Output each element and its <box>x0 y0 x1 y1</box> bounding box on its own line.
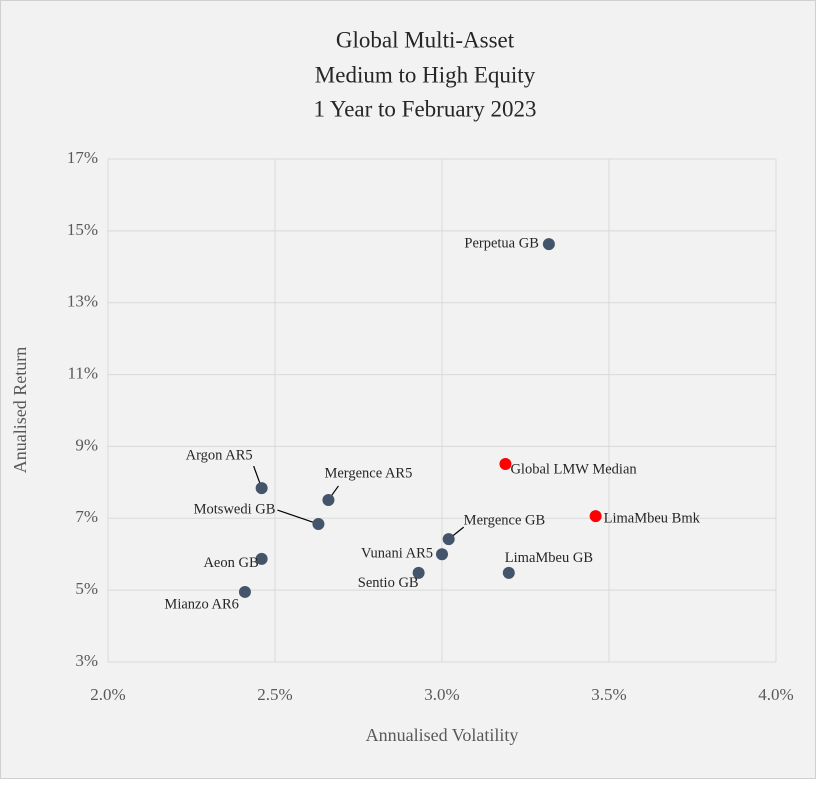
data-point <box>589 510 602 523</box>
y-tick-label: 5% <box>75 579 98 598</box>
chart-title: Medium to High Equity <box>315 62 536 87</box>
data-point <box>442 533 455 546</box>
y-tick-label: 15% <box>67 220 98 239</box>
chart-title: Global Multi-Asset <box>336 27 515 52</box>
data-point <box>312 518 325 531</box>
point-label: LimaMbeu Bmk <box>604 510 701 526</box>
x-tick-label: 2.0% <box>90 685 125 704</box>
point-label: Global LMW Median <box>510 461 637 477</box>
point-label: Sentio GB <box>358 575 419 591</box>
point-label: Mergence GB <box>464 512 545 528</box>
y-tick-label: 3% <box>75 651 98 670</box>
x-tick-label: 2.5% <box>257 685 292 704</box>
data-point <box>502 566 515 579</box>
y-axis-title: Anualised Return <box>10 347 30 473</box>
x-tick-label: 4.0% <box>758 685 793 704</box>
y-tick-label: 11% <box>67 363 98 382</box>
point-label: Perpetua GB <box>464 235 539 251</box>
y-tick-label: 7% <box>75 507 98 526</box>
data-point <box>322 493 335 506</box>
data-point <box>255 552 268 565</box>
point-label: Vunani AR5 <box>361 546 433 562</box>
leader-line <box>277 509 319 525</box>
point-label: Argon AR5 <box>186 447 253 463</box>
data-point <box>499 458 512 471</box>
y-tick-label: 13% <box>67 292 98 311</box>
point-label: Mergence AR5 <box>324 465 412 481</box>
y-tick-label: 9% <box>75 435 98 454</box>
data-point <box>255 482 268 495</box>
data-point <box>238 585 251 598</box>
chart-title: 1 Year to February 2023 <box>314 96 537 121</box>
point-label: Mianzo AR6 <box>164 596 239 612</box>
point-label: Motswedi GB <box>194 501 276 517</box>
data-point <box>412 566 425 579</box>
data-point <box>436 548 448 561</box>
point-label: Aeon GB <box>203 555 258 571</box>
x-axis-title: Annualised Volatility <box>366 725 519 745</box>
point-label: LimaMbeu GB <box>505 550 593 566</box>
x-tick-label: 3.0% <box>424 685 459 704</box>
y-tick-label: 17% <box>67 148 98 167</box>
x-tick-label: 3.5% <box>591 685 626 704</box>
data-point <box>542 238 555 251</box>
